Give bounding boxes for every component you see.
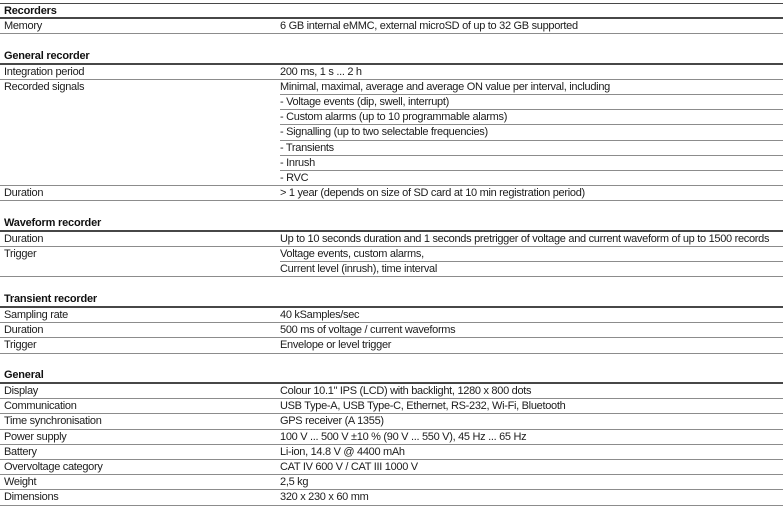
spec-label: Time synchronisation <box>4 415 102 428</box>
spec-label: Dimensions <box>4 491 59 504</box>
spec-label: Duration <box>4 232 44 245</box>
spec-row: Time synchronisation GPS receiver (A 1355… <box>0 414 783 430</box>
section-title: General recorder <box>0 49 783 65</box>
spec-label: Trigger <box>4 339 37 352</box>
spec-row: Duration Up to 10 seconds duration and 1 … <box>0 232 783 248</box>
spec-value: Minimal, maximal, average and average ON… <box>280 80 783 96</box>
spec-label <box>0 262 280 276</box>
spec-row: Sampling rate 40 kSamples/sec <box>0 308 783 324</box>
spec-value: 100 V ... 500 V ±10 % (90 V ... 550 V), … <box>280 430 527 443</box>
spec-value: 500 ms of voltage / current waveforms <box>280 324 456 337</box>
spec-row: Battery Li-ion, 14.8 V @ 4400 mAh <box>0 445 783 460</box>
spec-row: Integration period 200 ms, 1 s ... 2 h <box>0 65 783 80</box>
spec-label: Duration <box>4 187 44 200</box>
spec-section: Recorders Memory 6 GB internal eMMC, exter… <box>0 3 783 35</box>
spec-row: Duration 500 ms of voltage / current wave… <box>0 323 783 339</box>
spec-value: Envelope or level trigger <box>280 339 392 352</box>
spec-label <box>0 95 280 110</box>
spec-label: Battery <box>4 445 37 458</box>
section-title: Recorders <box>0 3 783 19</box>
section-title: Waveform recorder <box>0 216 783 232</box>
spec-label: Display <box>4 385 38 397</box>
spec-label: Recorded signals <box>4 80 85 93</box>
spec-row: Current level (inrush), time interval <box>0 262 783 278</box>
spec-row: Duration > 1 year (depends on size of SD … <box>0 186 783 202</box>
spec-label: Memory <box>4 20 42 32</box>
spec-row: Overvoltage category CAT IV 600 V / CAT I… <box>0 460 783 476</box>
spec-label <box>0 156 280 171</box>
spec-value: 6 GB internal eMMC, external microSD of … <box>280 20 578 32</box>
spec-row: - Inrush <box>0 156 783 171</box>
spec-section: Transient recorder Sampling rate 40 kSampl… <box>0 292 783 354</box>
spec-label <box>0 125 280 140</box>
spec-label: Power supply <box>4 430 67 443</box>
spec-row: - Voltage events (dip, swell, interrupt) <box>0 95 783 111</box>
spec-row: Recorded signals Minimal, maximal, averag… <box>0 80 783 96</box>
spec-value: - Transients <box>280 141 783 156</box>
spec-label <box>0 141 280 156</box>
spec-value: Voltage events, custom alarms, <box>280 247 783 263</box>
spec-label <box>0 110 280 125</box>
spec-value: - Signalling (up to two selectable frequ… <box>280 125 783 141</box>
spec-label: Overvoltage category <box>4 460 103 473</box>
spec-row: Communication USB Type-A, USB Type-C, Eth… <box>0 399 783 415</box>
spec-value: GPS receiver (A 1355) <box>280 415 384 428</box>
spec-value: - RVC <box>280 172 309 184</box>
spec-section: General recorder Integration period 200 ms… <box>0 49 783 202</box>
spec-label <box>0 171 280 185</box>
spec-value: 320 x 230 x 60 mm <box>280 491 369 504</box>
spec-row: Memory 6 GB internal eMMC, external micro… <box>0 19 783 35</box>
spec-row: Dimensions 320 x 230 x 60 mm <box>0 490 783 506</box>
spec-label: Trigger <box>4 248 37 261</box>
spec-value: Current level (inrush), time interval <box>280 263 438 276</box>
spec-value: Colour 10.1" IPS (LCD) with backlight, 1… <box>280 385 532 397</box>
spec-value: CAT IV 600 V / CAT III 1000 V <box>280 460 418 473</box>
spec-row: - Signalling (up to two selectable frequ… <box>0 125 783 141</box>
spec-label: Duration <box>4 324 44 337</box>
spec-section: Waveform recorder Duration Up to 10 second… <box>0 216 783 278</box>
section-title: Transient recorder <box>0 292 783 308</box>
spec-value: Li-ion, 14.8 V @ 4400 mAh <box>280 445 405 458</box>
spec-value: - Voltage events (dip, swell, interrupt) <box>280 95 783 111</box>
spec-value: - Inrush <box>280 156 783 171</box>
spec-section: General Display Colour 10.1" IPS (LCD) wit… <box>0 368 783 506</box>
spec-row: - Transients <box>0 141 783 156</box>
spec-row: Display Colour 10.1" IPS (LCD) with backl… <box>0 384 783 400</box>
spec-row: Trigger Voltage events, custom alarms, <box>0 247 783 263</box>
spec-label: Weight <box>4 476 37 489</box>
spec-label: Integration period <box>4 65 85 78</box>
spec-row: - RVC <box>0 171 783 187</box>
spec-value: - Custom alarms (up to 10 programmable a… <box>280 110 783 126</box>
spec-value: 2,5 kg <box>280 476 309 489</box>
spec-label: Communication <box>4 400 77 413</box>
spec-value: 200 ms, 1 s ... 2 h <box>280 65 362 78</box>
spec-row: - Custom alarms (up to 10 programmable a… <box>0 110 783 126</box>
spec-label: Sampling rate <box>4 308 68 321</box>
section-title: General <box>0 368 783 384</box>
spec-value: > 1 year (depends on size of SD card at … <box>280 187 585 200</box>
spec-row: Power supply 100 V ... 500 V ±10 % (90 V … <box>0 430 783 445</box>
spec-value: 40 kSamples/sec <box>280 308 360 321</box>
spec-row: Trigger Envelope or level trigger <box>0 338 783 354</box>
spec-value: Up to 10 seconds duration and 1 seconds … <box>280 232 770 245</box>
spec-value: USB Type-A, USB Type-C, Ethernet, RS-232… <box>280 400 566 413</box>
spec-row: Weight 2,5 kg <box>0 475 783 491</box>
